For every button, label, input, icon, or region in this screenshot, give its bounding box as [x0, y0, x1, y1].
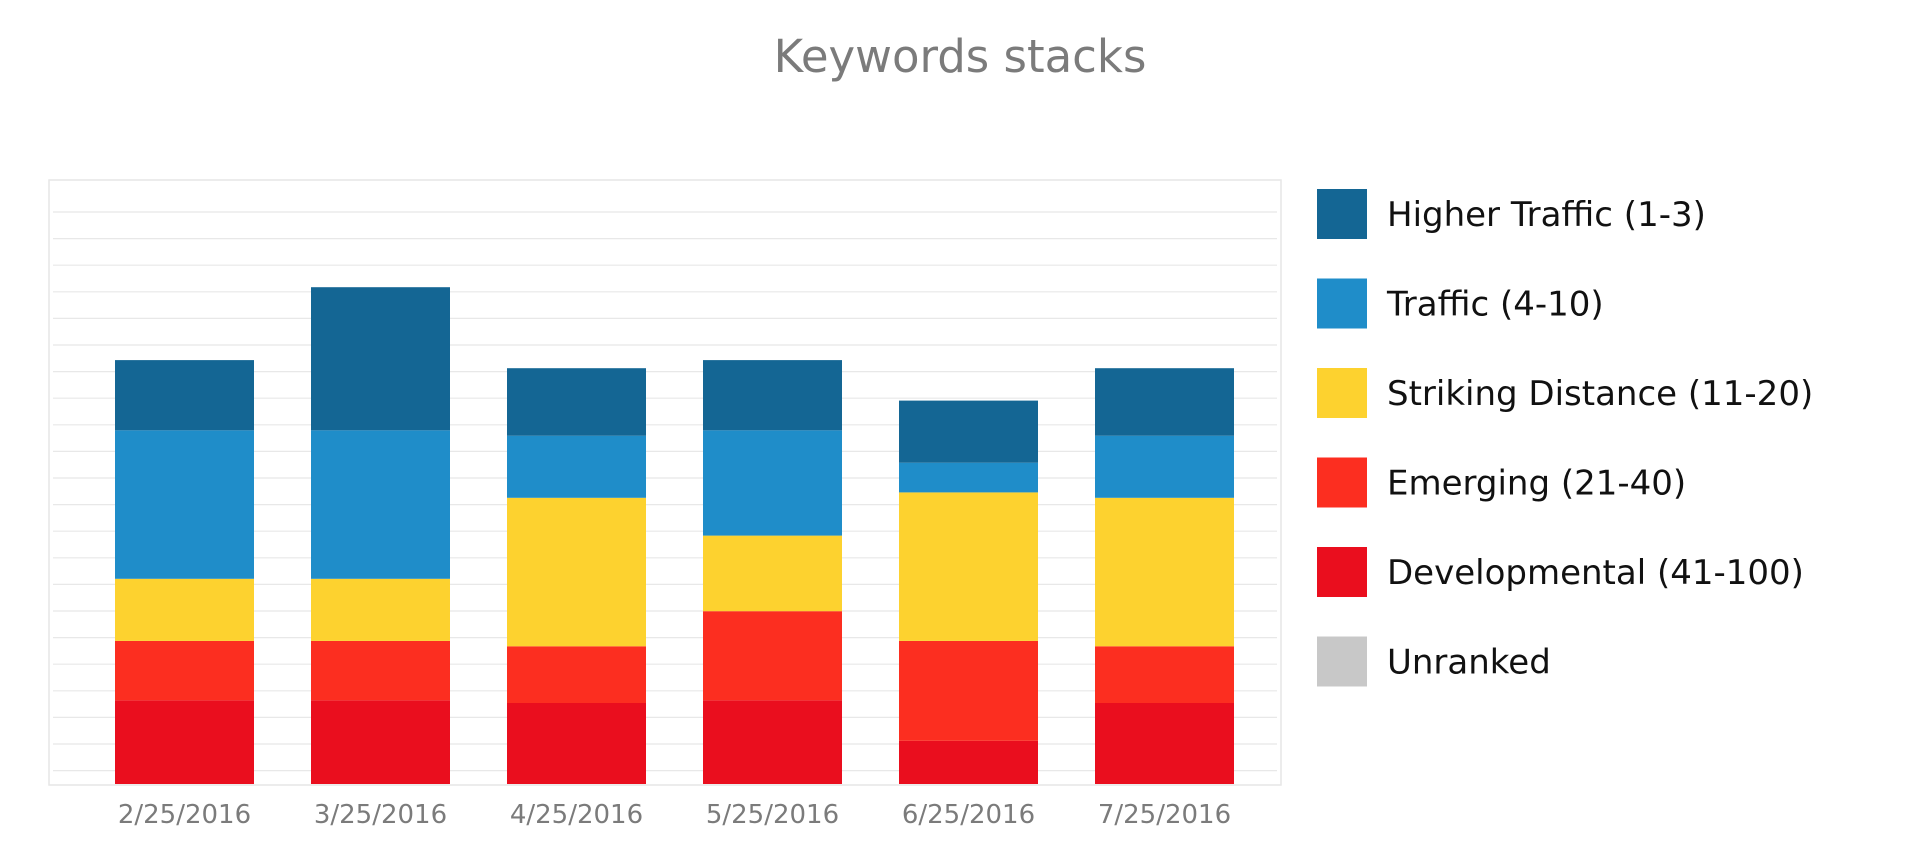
bar-segment: [703, 360, 842, 431]
x-tick-label: 5/25/2016: [706, 800, 839, 830]
bar-segment: [115, 578, 254, 641]
legend-label: Traffic (4-10): [1386, 285, 1604, 325]
bar-segment: [311, 430, 450, 579]
x-tick-label: 7/25/2016: [1098, 800, 1231, 830]
chart-title: Keywords stacks: [773, 30, 1147, 83]
legend-swatch: [1317, 189, 1367, 239]
plot-frame: [48, 179, 1282, 786]
bar-segment: [115, 430, 254, 579]
bar-segment: [311, 578, 450, 641]
x-axis-labels: 2/25/2016 3/25/2016 4/25/2016 5/25/2016 6/25…: [118, 800, 1231, 830]
bar-segment: [311, 640, 450, 701]
bar-segment: [115, 360, 254, 431]
bar-segment: [507, 435, 646, 498]
x-tick-label: 6/25/2016: [902, 800, 1035, 830]
legend-swatch: [1317, 368, 1367, 418]
bar-segment: [703, 535, 842, 612]
x-tick-label: 2/25/2016: [118, 800, 251, 830]
bar-segment: [899, 640, 1038, 741]
bar-segment: [1095, 497, 1234, 647]
bar-segment: [899, 400, 1038, 463]
bar-segment: [507, 497, 646, 647]
bar-segment: [311, 700, 450, 784]
bar-segment: [1095, 368, 1234, 436]
legend-label: Unranked: [1387, 643, 1551, 683]
bar-segment: [899, 462, 1038, 493]
legend-label: Higher Traffic (1-3): [1387, 195, 1706, 235]
bar-segment: [703, 700, 842, 784]
bar-segment: [899, 740, 1038, 784]
legend: Higher Traffic (1-3) Traffic (4-10) Striki…: [1317, 189, 1813, 687]
bar-segment: [1095, 646, 1234, 703]
bar-segment: [507, 703, 646, 784]
legend-swatch: [1317, 457, 1367, 508]
bar-segment: [1095, 435, 1234, 498]
bar-segment: [1095, 703, 1234, 784]
grid-lines: [53, 211, 1277, 772]
bar-segment: [507, 646, 646, 703]
bars: [115, 287, 1234, 784]
legend-swatch: [1317, 636, 1367, 687]
bar-segment: [899, 492, 1038, 641]
bar-segment: [507, 368, 646, 436]
x-tick-label: 3/25/2016: [314, 800, 447, 830]
legend-swatch: [1317, 278, 1367, 329]
bar-segment: [115, 640, 254, 701]
legend-swatch: [1317, 547, 1367, 597]
bar-segment: [703, 611, 842, 701]
x-tick-label: 4/25/2016: [510, 800, 643, 830]
legend-label: Developmental (41-100): [1387, 553, 1804, 593]
legend-label: Emerging (21-40): [1387, 464, 1686, 504]
bar-segment: [703, 430, 842, 536]
bar-segment: [115, 700, 254, 784]
bar-segment: [311, 287, 450, 431]
legend-label: Striking Distance (11-20): [1387, 374, 1813, 414]
